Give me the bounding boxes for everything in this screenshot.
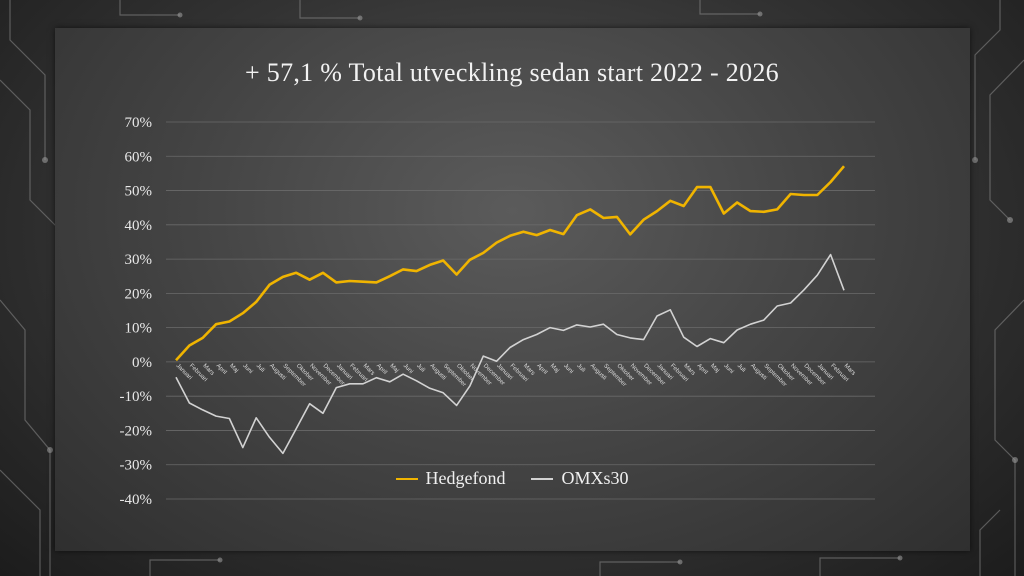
y-tick-label: 60% <box>125 149 153 165</box>
legend-item-hedgefond: Hedgefond <box>395 468 506 489</box>
legend-label-omxs30: OMXs30 <box>561 468 629 488</box>
gridlines <box>166 121 875 500</box>
legend-item-omxs30: OMXs30 <box>531 468 629 489</box>
x-tick-label: Juni <box>402 363 414 375</box>
y-tick-label: -30% <box>120 458 153 474</box>
y-tick-label: 20% <box>125 286 153 302</box>
x-tick-label: Maj <box>388 363 399 374</box>
series-lines <box>175 165 845 455</box>
x-tick-label: Juni <box>722 363 734 375</box>
chart-title: + 57,1 % Total utveckling sedan start 20… <box>245 58 779 87</box>
x-tick-label: Juli <box>415 363 426 374</box>
x-tick-label: April <box>215 363 228 376</box>
y-tick-label: -10% <box>120 389 153 405</box>
series-line-omxs30 <box>175 253 845 455</box>
y-tick-label: -20% <box>120 423 153 439</box>
legend-swatch-omxs30 <box>531 477 554 480</box>
x-tick-label: Juni <box>562 363 574 375</box>
legend-swatch-hedgefond <box>395 477 418 480</box>
y-tick-label: 50% <box>125 184 153 200</box>
x-tick-label: Maj <box>709 363 720 374</box>
y-tick-label: 40% <box>125 218 153 234</box>
legend-label-hedgefond: Hedgefond <box>425 468 506 488</box>
y-tick-label: -40% <box>120 492 153 508</box>
x-tick-label: Juli <box>255 363 266 374</box>
y-axis-ticks: 70% 60% 50% 40% 30% 20% 10% 0% -10% -20% -30% -40% <box>120 115 153 508</box>
series-line-hedgefond <box>175 165 845 362</box>
y-tick-label: 70% <box>125 115 153 131</box>
x-tick-label: April <box>375 363 388 376</box>
x-tick-label: Juli <box>736 363 747 374</box>
x-tick-label: April <box>696 363 709 376</box>
y-tick-label: 30% <box>125 252 153 268</box>
x-tick-label: April <box>535 363 548 376</box>
y-tick-label: 10% <box>125 321 153 337</box>
x-tick-label: Juni <box>241 363 253 375</box>
x-tick-label: Maj <box>549 363 560 374</box>
chart-panel <box>55 28 970 551</box>
x-tick-label: Juli <box>575 363 586 374</box>
x-tick-label: Maj <box>228 363 239 374</box>
legend: Hedgefond OMXs30 <box>0 468 1024 489</box>
y-tick-label: 0% <box>132 355 152 371</box>
